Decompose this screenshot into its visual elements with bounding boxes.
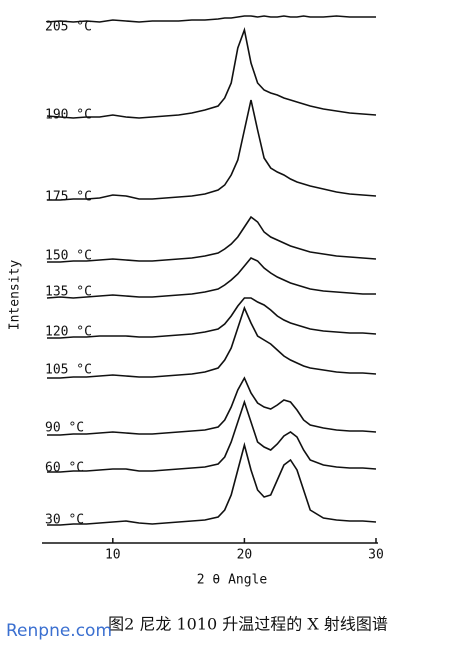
xrd-curve [46, 27, 377, 119]
series-label: 175 °C [45, 190, 92, 205]
x-tick-label: 20 [237, 548, 253, 563]
series-label: 150 °C [45, 249, 92, 264]
xrd-curve [46, 257, 376, 299]
xrd-curve [47, 215, 377, 263]
watermark: Renpne.com [6, 621, 112, 641]
xrd-curve [47, 99, 377, 201]
x-tick-label: 10 [105, 548, 121, 563]
series-label: 120 °C [45, 325, 92, 340]
series-label: 60 °C [45, 461, 84, 476]
series-label: 190 °C [45, 108, 92, 123]
series-label: 105 °C [45, 363, 92, 378]
xrd-curve [47, 305, 377, 379]
series-label: 135 °C [45, 285, 92, 300]
series-label: 205 °C [45, 20, 92, 35]
series-label: 90 °C [45, 421, 84, 436]
xrd-curve [47, 441, 377, 526]
xrd-curve [47, 297, 377, 339]
xrd-curve [47, 376, 377, 436]
caption: 图2 尼龙 1010 升温过程的 X 射线图谱 [108, 615, 388, 634]
xrd-curve [46, 15, 376, 23]
series-label: 30 °C [45, 513, 84, 528]
x-tick-label: 30 [368, 548, 384, 563]
xrd-curve [47, 399, 377, 473]
y-axis-label: Intensity [8, 260, 23, 331]
x-axis-label: 2 θ Angle [197, 573, 268, 588]
